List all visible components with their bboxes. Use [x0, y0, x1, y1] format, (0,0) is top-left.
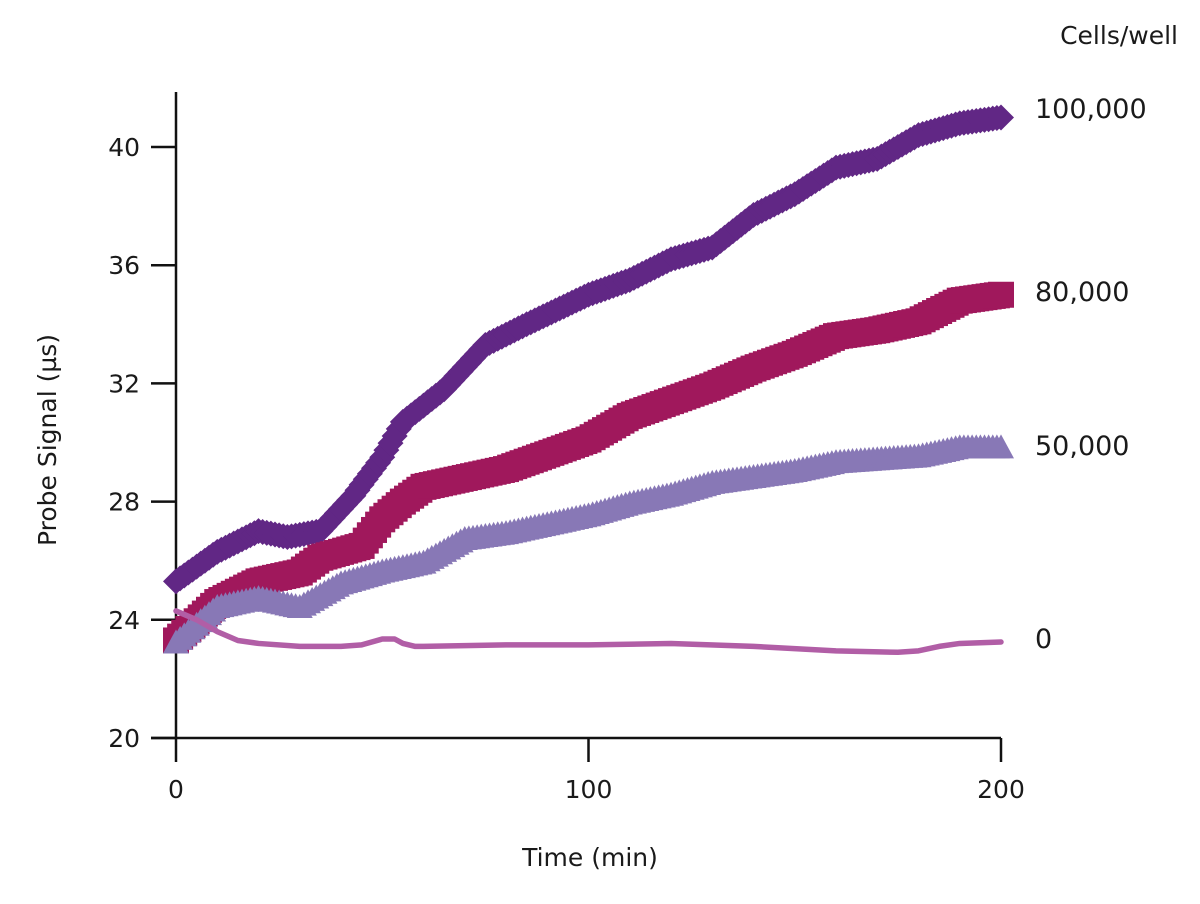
legend-title: Cells/well: [1060, 21, 1178, 50]
x-axis-title: Time (min): [521, 843, 658, 872]
series-label: 0: [1035, 624, 1052, 655]
series-line: [173, 608, 1004, 656]
x-tick-label: 100: [565, 775, 613, 804]
series-end-labels: 100,000 80,000 50,000 0: [1035, 94, 1147, 655]
square-marker: [988, 281, 1014, 308]
y-tick-label: 20: [108, 724, 140, 753]
y-tick-label: 28: [108, 488, 140, 517]
series-0: [173, 608, 1004, 656]
y-axis-title: Probe Signal (µs): [33, 334, 62, 546]
series-label: 80,000: [1035, 277, 1129, 308]
series-100000: [163, 104, 1014, 595]
triangle-marker: [988, 434, 1014, 459]
x-axis-ticks: 0 100 200: [168, 738, 1025, 804]
diamond-marker: [988, 104, 1014, 131]
series-50000: [163, 434, 1014, 654]
y-axis-ticks: 20 24 28 32 36 40: [108, 133, 176, 753]
series-layer: [163, 104, 1014, 656]
y-tick-label: 32: [108, 369, 140, 398]
series-label: 100,000: [1035, 94, 1147, 125]
y-tick-label: 36: [108, 251, 140, 280]
y-tick-label: 24: [108, 606, 140, 635]
x-tick-label: 200: [977, 775, 1025, 804]
axes: [151, 92, 1001, 740]
y-tick-label: 40: [108, 133, 140, 162]
series-80000: [163, 281, 1014, 654]
x-tick-label: 0: [168, 775, 184, 804]
series-label: 50,000: [1035, 431, 1129, 462]
